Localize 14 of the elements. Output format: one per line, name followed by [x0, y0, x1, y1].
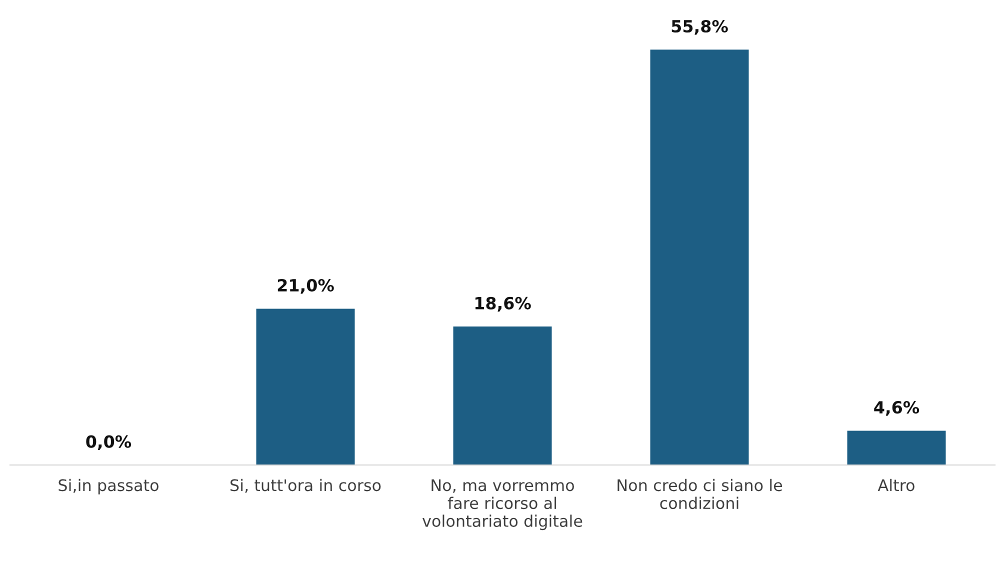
x-tick-label: Altro [878, 478, 914, 492]
x-tick-label: Si, tutt'ora in corso [230, 478, 381, 493]
x-tick-label: No, ma vorremmo fare ricorso al volontariato digitale [422, 479, 582, 530]
bar [650, 50, 749, 465]
bar [256, 308, 355, 465]
data-label: 21,0% [278, 278, 334, 294]
data-label: 18,6% [475, 296, 531, 312]
bar [847, 430, 946, 465]
x-tick-label: Si,in passato [58, 478, 158, 494]
bar [453, 326, 552, 465]
data-label: 4,6% [874, 401, 920, 416]
data-label: 0,0% [86, 435, 132, 450]
data-label: 55,8% [672, 20, 728, 35]
x-tick-label: Non credo ci siano le condizioni [618, 478, 782, 510]
